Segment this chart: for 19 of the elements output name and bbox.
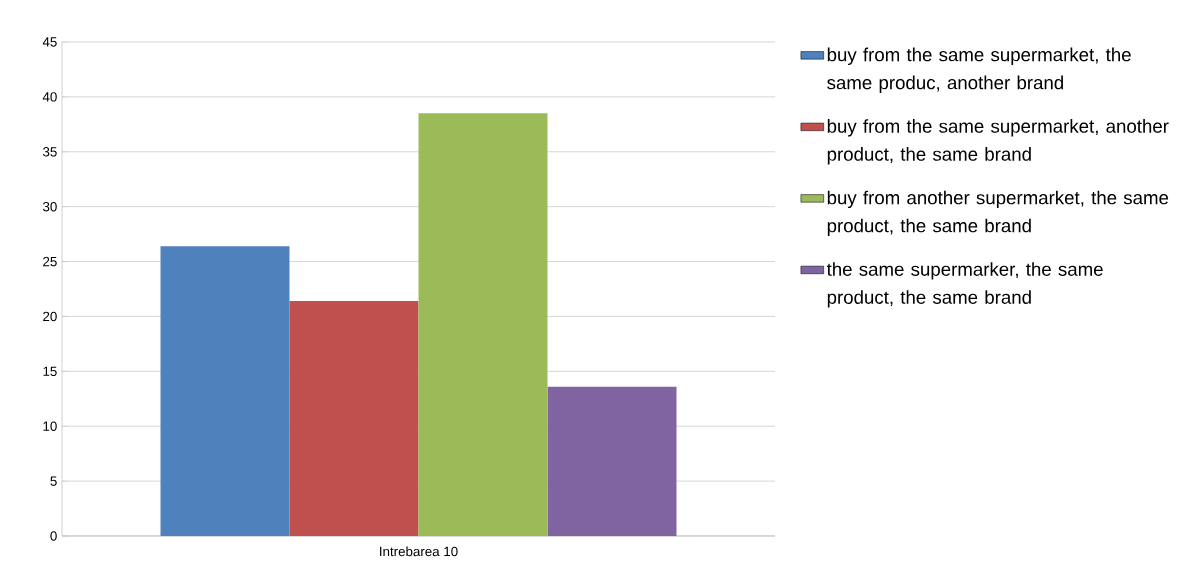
y-tick-label: 0 xyxy=(50,531,57,541)
x-tick-label: Intrebarea 10 xyxy=(380,546,458,557)
y-tick-label: 40 xyxy=(42,92,57,102)
legend-label: the same supermarker, the same product, the same brand xyxy=(826,262,1103,308)
legend-label: buy from another supermarket, the same product, the same brand xyxy=(827,190,1169,237)
bar xyxy=(289,301,419,536)
legend-label: buy from the same supermarket, another product, the same brand xyxy=(827,119,1169,165)
bar xyxy=(418,113,548,536)
bar xyxy=(160,246,290,536)
legend-label: buy from the same supermarket, the same produc, another brand xyxy=(827,47,1131,93)
y-tick-label: 45 xyxy=(42,37,57,47)
y-tick-label: 35 xyxy=(42,147,57,157)
y-tick-label: 5 xyxy=(50,476,57,486)
bar xyxy=(547,386,677,536)
y-tick-label: 15 xyxy=(43,366,57,376)
y-tick-label: 10 xyxy=(43,421,57,431)
y-tick-label: 30 xyxy=(42,201,57,212)
y-tick-label: 20 xyxy=(43,311,57,322)
y-tick-label: 25 xyxy=(43,256,57,267)
